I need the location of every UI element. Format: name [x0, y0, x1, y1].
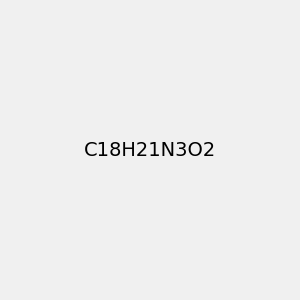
Text: C18H21N3O2: C18H21N3O2 — [84, 140, 216, 160]
